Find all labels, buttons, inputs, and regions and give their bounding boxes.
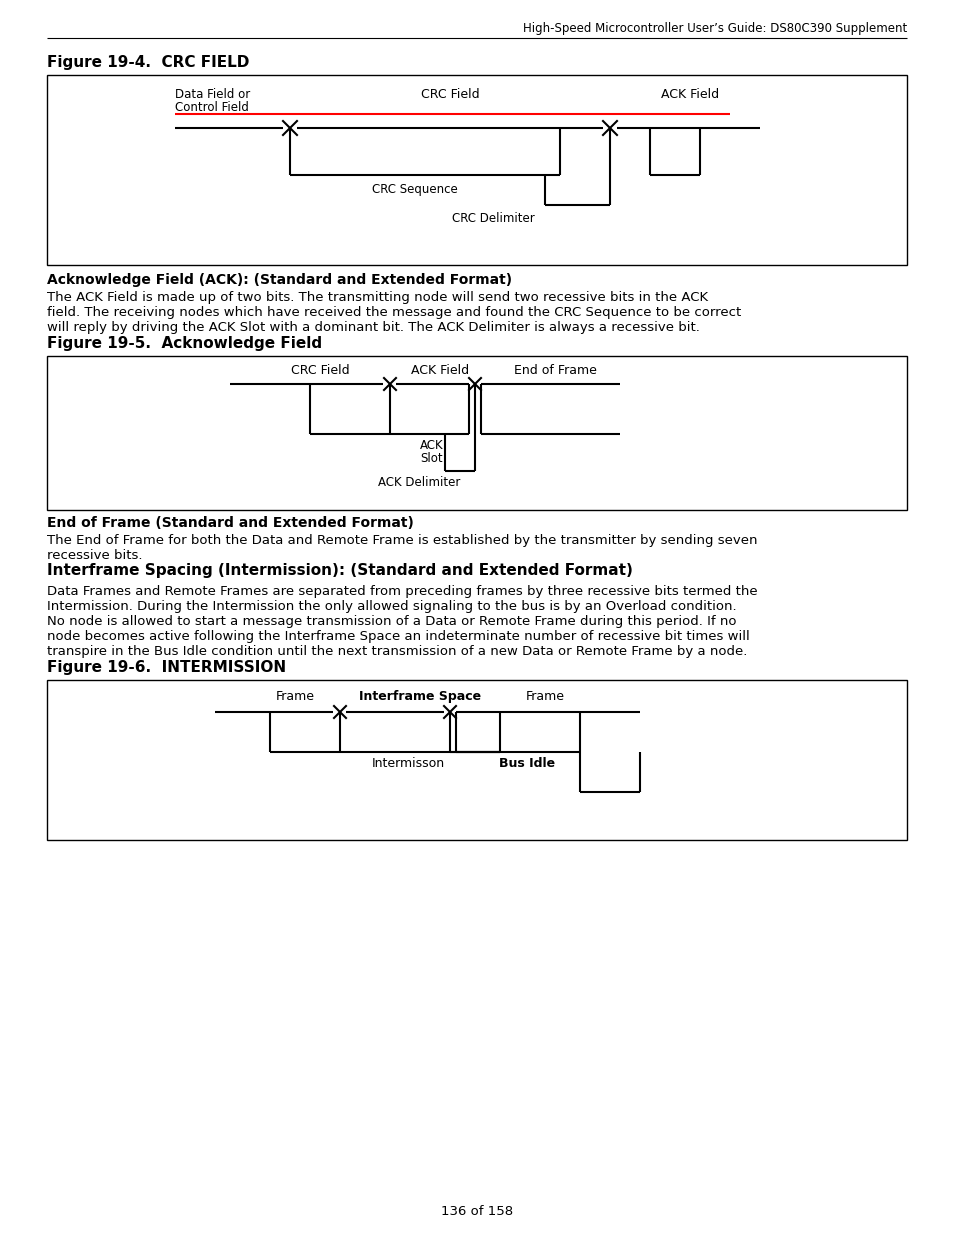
Text: recessive bits.: recessive bits. xyxy=(47,550,142,562)
Text: End of Frame: End of Frame xyxy=(513,364,596,377)
Text: Figure 19-5.  Acknowledge Field: Figure 19-5. Acknowledge Field xyxy=(47,336,322,351)
Text: field. The receiving nodes which have received the message and found the CRC Seq: field. The receiving nodes which have re… xyxy=(47,306,740,319)
Text: Figure 19-6.  INTERMISSION: Figure 19-6. INTERMISSION xyxy=(47,659,286,676)
Bar xyxy=(47,680,906,840)
Bar xyxy=(47,356,906,510)
Text: High-Speed Microcontroller User’s Guide: DS80C390 Supplement: High-Speed Microcontroller User’s Guide:… xyxy=(522,22,906,35)
Text: No node is allowed to start a message transmission of a Data or Remote Frame dur: No node is allowed to start a message tr… xyxy=(47,615,736,629)
Text: CRC Delimiter: CRC Delimiter xyxy=(452,212,535,225)
Text: ACK: ACK xyxy=(419,438,443,452)
Text: Bus Idle: Bus Idle xyxy=(498,757,555,769)
Text: Interframe Space: Interframe Space xyxy=(358,690,480,703)
Text: Frame: Frame xyxy=(525,690,564,703)
Text: will reply by driving the ACK Slot with a dominant bit. The ACK Delimiter is alw: will reply by driving the ACK Slot with … xyxy=(47,321,700,333)
Text: The End of Frame for both the Data and Remote Frame is established by the transm: The End of Frame for both the Data and R… xyxy=(47,534,757,547)
Text: Intermission. During the Intermission the only allowed signaling to the bus is b: Intermission. During the Intermission th… xyxy=(47,600,736,613)
Text: Frame: Frame xyxy=(275,690,314,703)
Text: Slot: Slot xyxy=(420,452,443,466)
Text: CRC Sequence: CRC Sequence xyxy=(372,183,457,196)
Text: The ACK Field is made up of two bits. The transmitting node will send two recess: The ACK Field is made up of two bits. Th… xyxy=(47,291,707,304)
Bar xyxy=(47,75,906,266)
Text: Data Frames and Remote Frames are separated from preceding frames by three reces: Data Frames and Remote Frames are separa… xyxy=(47,585,757,598)
Text: Intermisson: Intermisson xyxy=(371,757,444,769)
Text: ACK Field: ACK Field xyxy=(411,364,469,377)
Text: 136 of 158: 136 of 158 xyxy=(440,1205,513,1218)
Text: node becomes active following the Interframe Space an indeterminate number of re: node becomes active following the Interf… xyxy=(47,630,749,643)
Text: CRC Field: CRC Field xyxy=(291,364,349,377)
Text: Figure 19-4.  CRC FIELD: Figure 19-4. CRC FIELD xyxy=(47,56,249,70)
Text: CRC Field: CRC Field xyxy=(420,88,478,101)
Text: Data Field or: Data Field or xyxy=(174,88,250,101)
Text: End of Frame (Standard and Extended Format): End of Frame (Standard and Extended Form… xyxy=(47,516,414,530)
Text: transpire in the Bus Idle condition until the next transmission of a new Data or: transpire in the Bus Idle condition unti… xyxy=(47,645,746,658)
Text: ACK Delimiter: ACK Delimiter xyxy=(377,475,459,489)
Text: ACK Field: ACK Field xyxy=(660,88,719,101)
Text: Acknowledge Field (ACK): (Standard and Extended Format): Acknowledge Field (ACK): (Standard and E… xyxy=(47,273,512,287)
Text: Control Field: Control Field xyxy=(174,101,249,114)
Text: Interframe Spacing (Intermission): (Standard and Extended Format): Interframe Spacing (Intermission): (Stan… xyxy=(47,563,632,578)
